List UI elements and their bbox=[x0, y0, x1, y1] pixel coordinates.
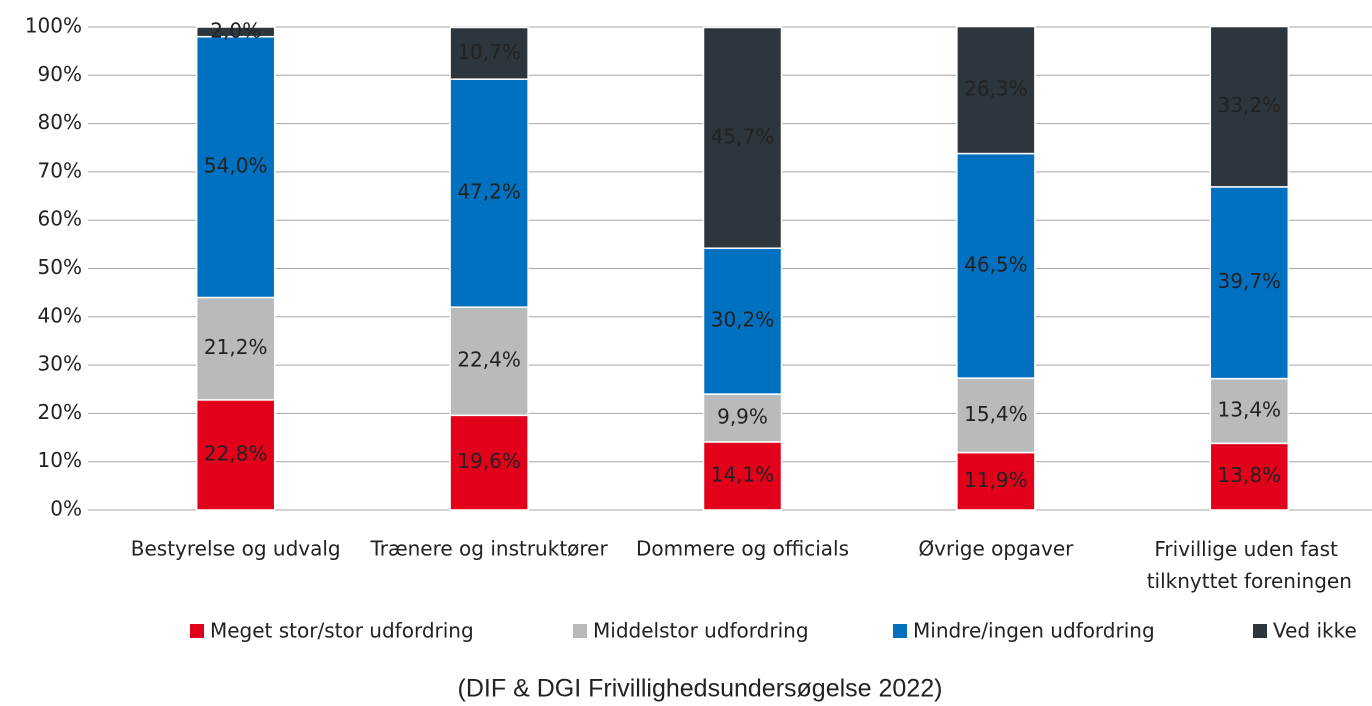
x-tick-label: Dommere og officials bbox=[636, 537, 849, 561]
bar-segment bbox=[702, 26, 783, 249]
bar-segment bbox=[195, 296, 276, 401]
y-tick-label: 50% bbox=[38, 255, 82, 279]
value-label: 22,4% bbox=[457, 348, 521, 372]
bar-segment bbox=[956, 25, 1036, 155]
value-label: 13,4% bbox=[1218, 397, 1282, 421]
legend-swatch bbox=[190, 624, 204, 638]
value-label: 46,5% bbox=[964, 252, 1028, 276]
value-label: 19,6% bbox=[457, 449, 521, 473]
bar-segment bbox=[195, 399, 276, 511]
value-label: 22,8% bbox=[204, 441, 268, 465]
legend-label: Ved ikke bbox=[1273, 619, 1357, 643]
y-tick-label: 60% bbox=[38, 207, 82, 231]
bar-segment bbox=[1209, 186, 1290, 380]
value-label: 33,2% bbox=[1218, 93, 1282, 117]
value-label: 2,0% bbox=[210, 18, 261, 42]
bar-segment bbox=[1209, 25, 1290, 188]
y-tick-label: 100% bbox=[25, 14, 82, 38]
value-label: 10,7% bbox=[457, 40, 521, 64]
bar-segment bbox=[195, 35, 276, 299]
value-label: 26,3% bbox=[964, 77, 1028, 101]
legend-swatch bbox=[1253, 624, 1267, 638]
value-label: 14,1% bbox=[711, 462, 775, 486]
y-tick-label: 30% bbox=[38, 352, 82, 376]
value-label: 9,9% bbox=[717, 404, 768, 428]
value-label: 13,8% bbox=[1218, 463, 1282, 487]
y-tick-label: 0% bbox=[50, 497, 82, 521]
source-note: (DIF & DGI Frivillighedsundersøgelse 202… bbox=[458, 675, 943, 703]
bar-segment bbox=[702, 393, 783, 443]
x-tick-label: Frivillige uden fast tilknyttet forening… bbox=[1147, 537, 1352, 593]
legend-label: Middelstor udfordring bbox=[593, 619, 809, 643]
value-label: 30,2% bbox=[711, 308, 775, 332]
value-label: 15,4% bbox=[964, 402, 1028, 426]
value-label: 45,7% bbox=[711, 124, 775, 148]
bar-segment bbox=[1209, 377, 1290, 445]
value-label: 54,0% bbox=[204, 154, 268, 178]
y-tick-label: 80% bbox=[38, 110, 82, 134]
legend-swatch bbox=[573, 624, 587, 638]
legend-label: Meget stor/stor udfordring bbox=[210, 619, 474, 643]
bar-segment bbox=[449, 78, 529, 308]
y-tick-label: 10% bbox=[38, 448, 82, 472]
x-tick-label: Bestyrelse og udvalg bbox=[131, 537, 341, 561]
bar-segment bbox=[956, 377, 1036, 454]
bar-segment bbox=[449, 414, 529, 511]
y-tick-label: 20% bbox=[38, 400, 82, 424]
x-tick-label: Øvrige opgaver bbox=[918, 537, 1074, 561]
y-tick-label: 90% bbox=[38, 62, 82, 86]
value-label: 47,2% bbox=[457, 180, 521, 204]
value-label: 39,7% bbox=[1218, 269, 1282, 293]
bar-segment bbox=[195, 26, 276, 38]
value-label: 11,9% bbox=[964, 468, 1028, 492]
bar-segment bbox=[956, 152, 1036, 379]
bar-segment bbox=[449, 306, 529, 417]
x-tick-label: Trænere og instruktører bbox=[369, 537, 608, 561]
legend-swatch bbox=[893, 624, 907, 638]
y-tick-label: 40% bbox=[38, 303, 82, 327]
legend-label: Mindre/ingen udfordring bbox=[913, 619, 1155, 643]
bar-segment bbox=[702, 247, 783, 395]
y-tick-label: 70% bbox=[38, 158, 82, 182]
bar-segment bbox=[449, 26, 529, 80]
bar-segment bbox=[1209, 442, 1290, 511]
value-label: 21,2% bbox=[204, 335, 268, 359]
